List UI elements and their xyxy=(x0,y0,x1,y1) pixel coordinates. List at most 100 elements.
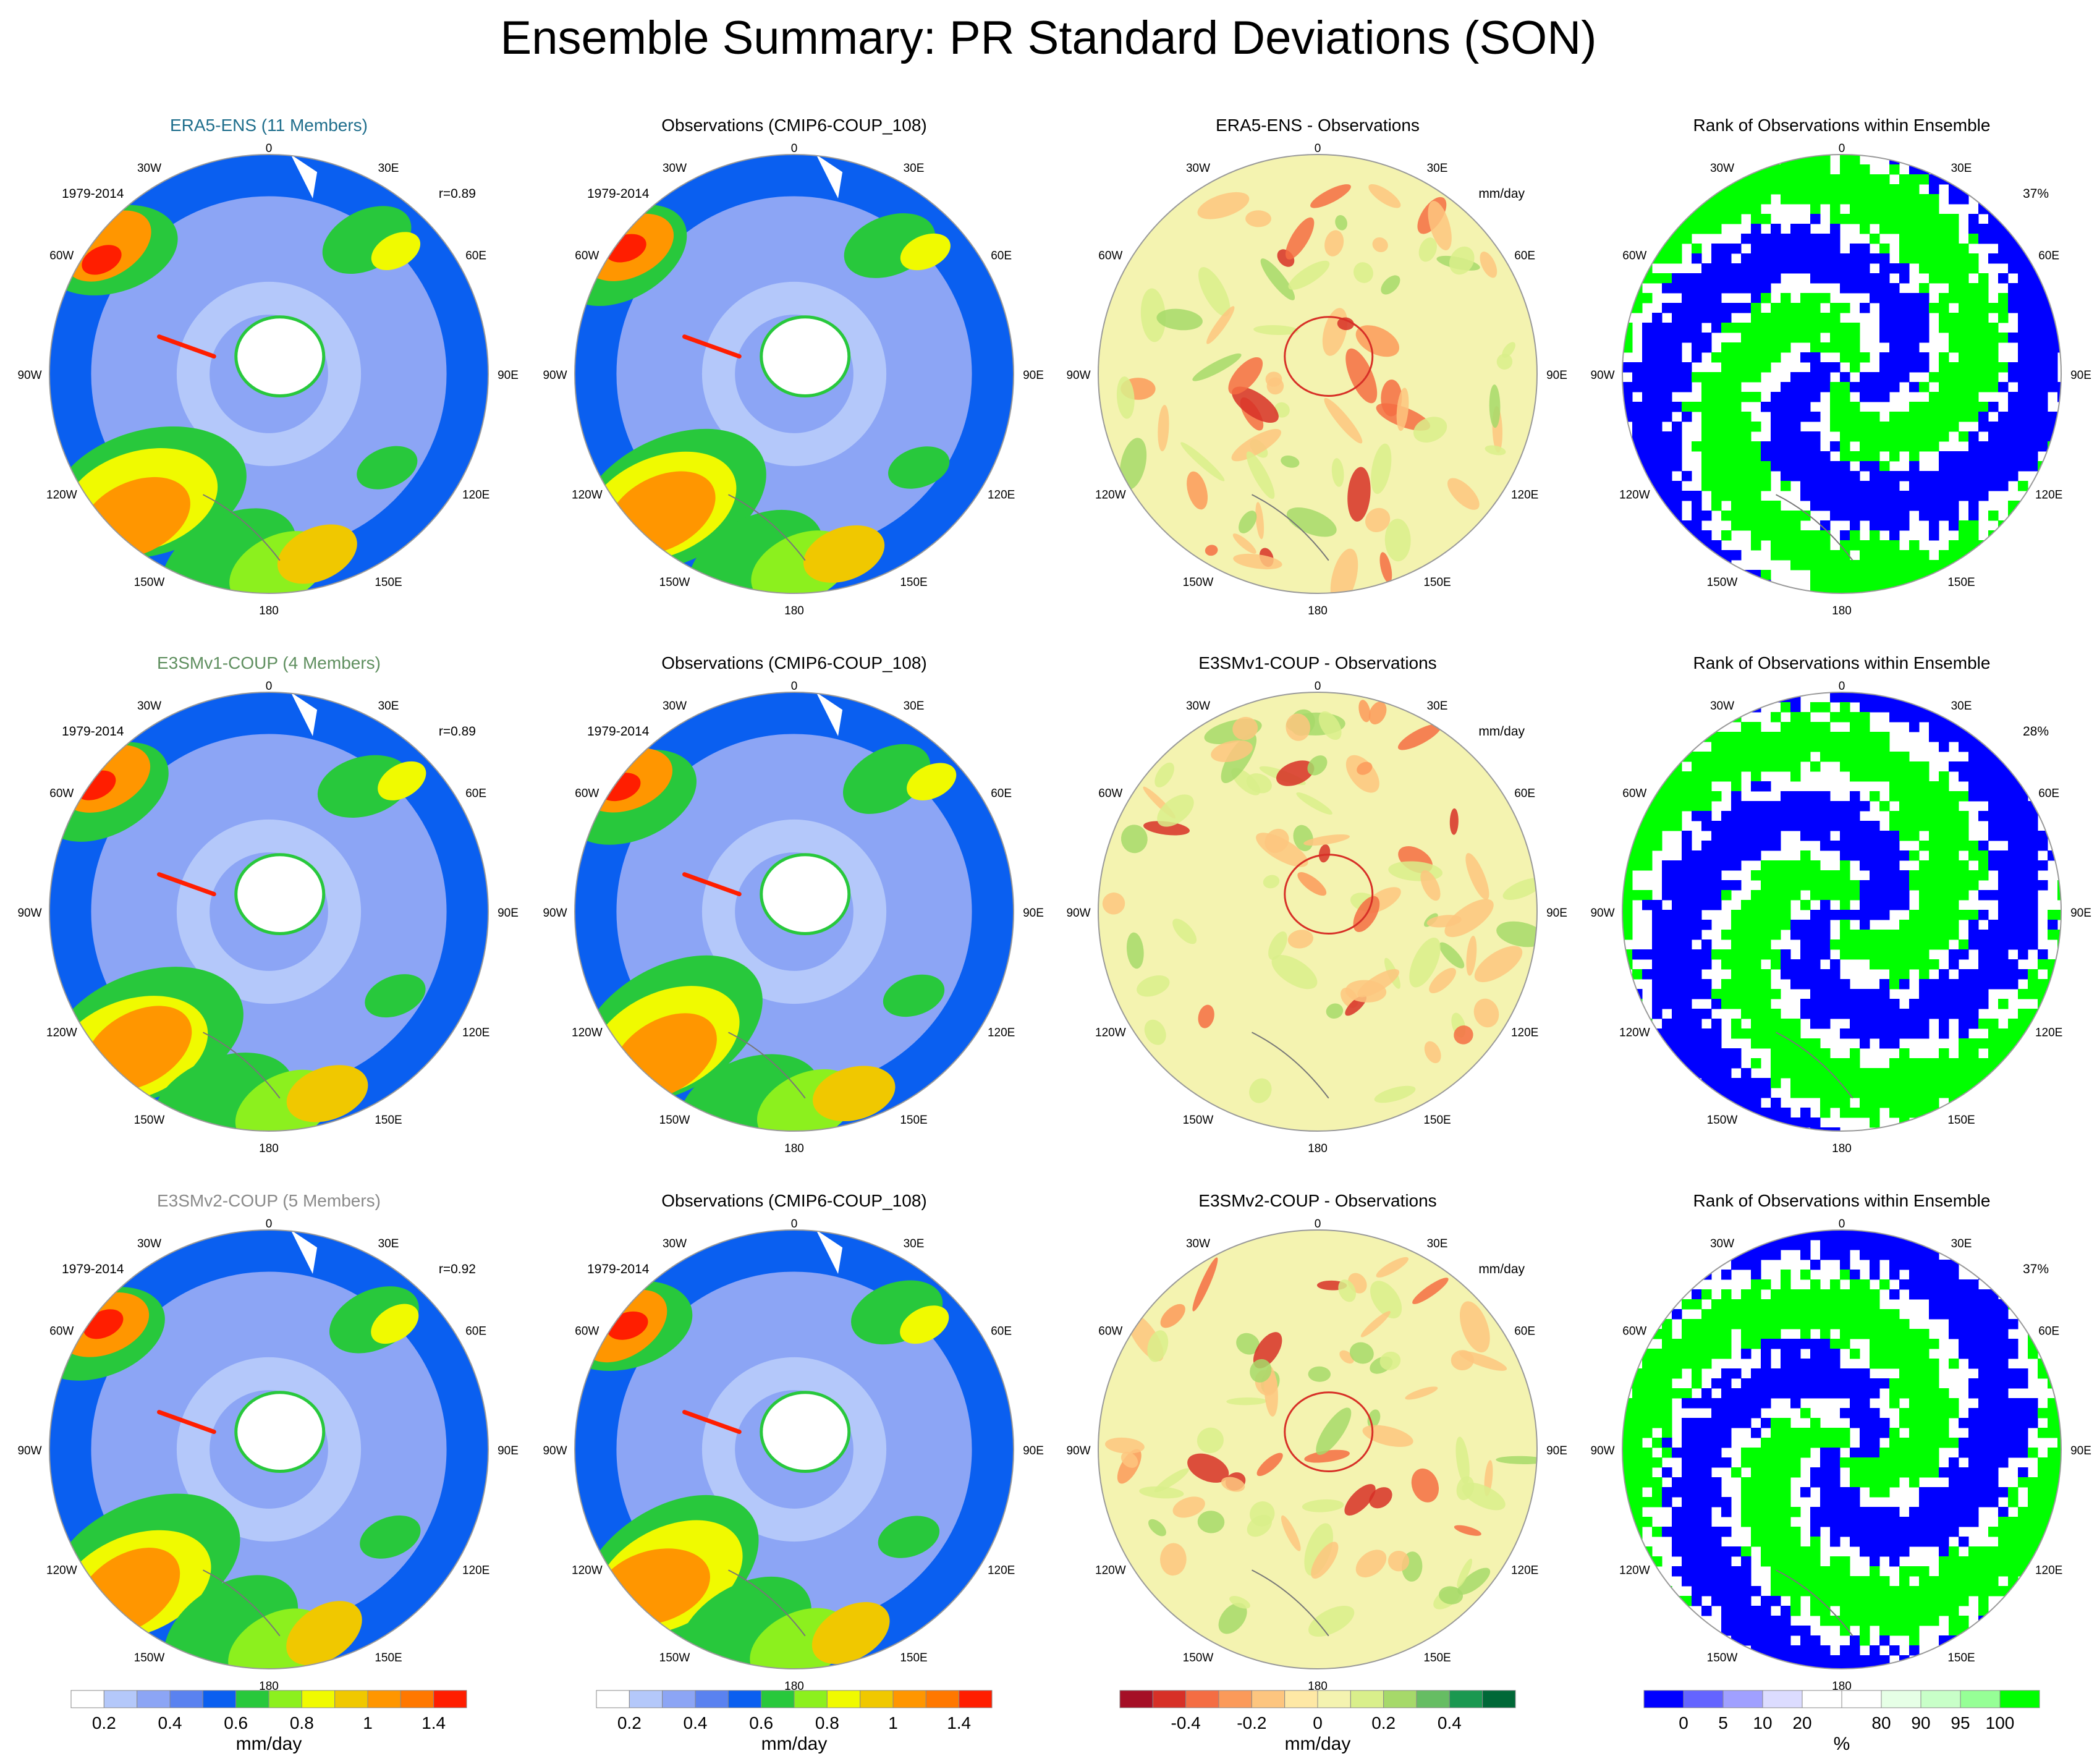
map-panel-0-1: Observations (CMIP6-COUP_108) 1979-2014 0 3… xyxy=(543,116,1043,617)
longitude-label: 150W xyxy=(1707,576,1738,589)
colorbar-swatch xyxy=(1683,1690,1724,1708)
map-border xyxy=(49,692,489,1132)
map-panel-0-3: Rank of Observations within Ensemble 37% 0… xyxy=(1590,116,2091,617)
longitude-label: 150W xyxy=(1707,1652,1738,1664)
stat-label: mm/day xyxy=(1478,724,1525,739)
map-field xyxy=(1622,692,2061,1131)
colorbar-swatch xyxy=(1350,1690,1384,1708)
colorbar-difference: -0.4 -0.2 0 0.2 0.4 mm/day xyxy=(1119,1690,1516,1754)
stat-label: mm/day xyxy=(1478,187,1525,201)
longitude-label: 60W xyxy=(1098,787,1122,800)
longitude-label: 60W xyxy=(49,787,74,800)
longitude-label: 150W xyxy=(659,1652,690,1664)
period-label: 1979-2014 xyxy=(587,187,650,201)
colorbar-swatch xyxy=(959,1690,993,1708)
longitude-label: 30E xyxy=(378,700,399,713)
map-field xyxy=(1622,155,2061,593)
longitude-label: 150E xyxy=(1947,576,1975,589)
colorbar-swatch xyxy=(367,1690,401,1708)
longitude-label: 150E xyxy=(1947,1652,1975,1664)
panel-title: Rank of Observations within Ensemble xyxy=(1693,1191,1991,1210)
colorbar-tick: -0.4 xyxy=(1171,1713,1201,1732)
longitude-label: 90W xyxy=(1066,1444,1090,1457)
map-field xyxy=(1098,155,1537,593)
map-field xyxy=(575,692,1014,1131)
colorbar-swatch xyxy=(1881,1690,1921,1708)
stat-label: r=0.89 xyxy=(439,724,476,739)
longitude-label: 120E xyxy=(2035,1564,2062,1577)
longitude-label: 120E xyxy=(462,489,489,502)
panel-title: ERA5-ENS - Observations xyxy=(1216,116,1420,135)
longitude-label: 60E xyxy=(2038,1325,2059,1338)
longitude-label: 30W xyxy=(663,1237,687,1250)
longitude-label: 30E xyxy=(904,700,925,713)
longitude-label: 30W xyxy=(137,1237,161,1250)
longitude-label: 150W xyxy=(659,1114,690,1127)
colorbar-tick: 1.4 xyxy=(947,1713,971,1732)
colorbar-tick: 1 xyxy=(363,1713,373,1732)
colorbar-swatch xyxy=(794,1690,828,1708)
longitude-label: 90E xyxy=(1023,1444,1044,1457)
period-label: 1979-2014 xyxy=(62,724,124,739)
period-label: 1979-2014 xyxy=(62,187,124,201)
longitude-label: 90W xyxy=(1590,1444,1614,1457)
longitude-label: 150E xyxy=(1423,1652,1451,1664)
longitude-label: 60W xyxy=(1622,787,1646,800)
longitude-label: 0 xyxy=(1315,142,1321,155)
map-panel-1-0: E3SMv1-COUP (4 Members) 1979-2014 r=0.89 0 3… xyxy=(17,653,518,1155)
longitude-label: 90W xyxy=(1066,369,1090,382)
map-field xyxy=(49,692,488,1131)
longitude-label: 60E xyxy=(1514,1325,1535,1338)
colorbar-swatch xyxy=(826,1690,861,1708)
longitude-label: 90E xyxy=(2070,369,2091,382)
longitude-label: 150E xyxy=(1423,576,1451,589)
longitude-label: 120W xyxy=(1619,489,1650,502)
longitude-label: 90E xyxy=(498,369,519,382)
longitude-label: 60W xyxy=(1622,1325,1646,1338)
longitude-label: 120W xyxy=(1095,489,1126,502)
longitude-label: 60W xyxy=(1622,250,1646,263)
longitude-label: 150W xyxy=(1707,1114,1738,1127)
colorbar-tick: 20 xyxy=(1792,1713,1811,1732)
map-field xyxy=(575,1230,1014,1669)
map-border xyxy=(1098,1229,1538,1669)
longitude-label: 0 xyxy=(791,142,798,155)
longitude-label: 60W xyxy=(49,1325,74,1338)
longitude-label: 30W xyxy=(663,162,687,175)
colorbar-tick: 0.2 xyxy=(92,1713,116,1732)
colorbar-swatch xyxy=(202,1690,237,1708)
colorbar-tick: 0.6 xyxy=(749,1713,773,1732)
longitude-label: 30E xyxy=(904,1237,925,1250)
longitude-label: 30E xyxy=(1427,700,1448,713)
longitude-label: 30E xyxy=(904,162,925,175)
longitude-label: 60E xyxy=(991,787,1012,800)
panel-title: Rank of Observations within Ensemble xyxy=(1693,653,1991,672)
longitude-label: 180 xyxy=(1308,1680,1328,1693)
longitude-label: 120E xyxy=(462,1027,489,1040)
longitude-label: 60E xyxy=(465,787,486,800)
colorbar-tick: 10 xyxy=(1753,1713,1772,1732)
map-field xyxy=(1098,1230,1537,1669)
longitude-label: 60E xyxy=(1514,250,1535,263)
colorbar-swatch xyxy=(1416,1690,1450,1708)
colorbar-swatch xyxy=(1920,1690,1961,1708)
longitude-label: 150W xyxy=(1183,1652,1214,1664)
colorbar-swatch xyxy=(1482,1690,1516,1708)
longitude-label: 150W xyxy=(659,576,690,589)
longitude-label: 150E xyxy=(900,1652,927,1664)
longitude-label: 180 xyxy=(1308,604,1328,617)
longitude-label: 90E xyxy=(2070,907,2091,920)
map-border xyxy=(574,692,1014,1132)
longitude-label: 30W xyxy=(1186,1237,1210,1250)
colorbar-swatch xyxy=(1284,1690,1318,1708)
longitude-label: 30E xyxy=(378,162,399,175)
longitude-label: 120E xyxy=(1511,489,1538,502)
colorbar-swatch xyxy=(892,1690,926,1708)
longitude-label: 0 xyxy=(791,680,798,693)
longitude-label: 150E xyxy=(1423,1114,1451,1127)
longitude-label: 30W xyxy=(1710,1237,1734,1250)
longitude-label: 150E xyxy=(900,576,927,589)
stat-label: 37% xyxy=(2023,187,2049,201)
longitude-label: 90E xyxy=(1023,907,1044,920)
